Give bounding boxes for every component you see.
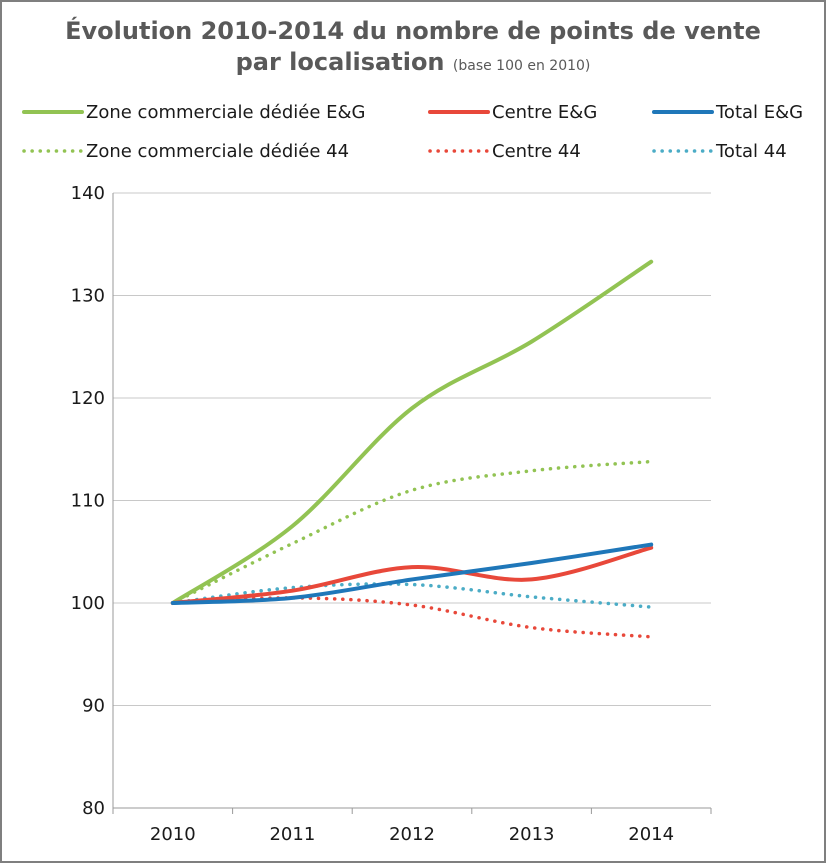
legend-label-centre-e-g: Centre E&G (492, 102, 597, 123)
x-tick-label-2011: 2011 (269, 824, 315, 845)
series-line-centre-44 (171, 596, 653, 639)
y-tick-label-100: 100 (71, 593, 105, 614)
series-line-total-44 (171, 582, 653, 609)
chart-title: Évolution 2010-2014 du nombre de points … (2, 16, 824, 82)
chart-title-line1: Évolution 2010-2014 du nombre de points … (65, 17, 761, 45)
series-line-zone-commerciale-dediee-e-g (170, 259, 654, 605)
y-tick-label-80: 80 (82, 798, 105, 819)
y-tick-label-120: 120 (71, 388, 105, 409)
y-tick-label-130: 130 (71, 286, 105, 307)
y-tick-label-140: 140 (71, 183, 105, 204)
legend-label-zone-commerciale-dediee-e-g: Zone commerciale dédiée E&G (86, 102, 365, 123)
series-line-zone-commerciale-dediee-44 (171, 459, 653, 605)
legend-label-zone-commerciale-dediee-44: Zone commerciale dédiée 44 (86, 141, 349, 162)
legend-label-total-e-g: Total E&G (715, 102, 803, 123)
y-tick-label-90: 90 (82, 696, 105, 717)
series-line-centre-e-g (170, 545, 654, 605)
y-tick-label-110: 110 (71, 491, 105, 512)
chart-title-note: (base 100 en 2010) (452, 58, 591, 74)
x-tick-label-2014: 2014 (628, 824, 674, 845)
x-tick-label-2013: 2013 (509, 824, 555, 845)
legend-label-centre-44: Centre 44 (492, 141, 581, 162)
chart-title-line2: par localisation (base 100 en 2010) (2, 47, 824, 82)
legend-label-total-44: Total 44 (715, 141, 787, 162)
x-tick-label-2012: 2012 (389, 824, 435, 845)
chart-title-line2-text: par localisation (235, 48, 445, 76)
x-tick-label-2010: 2010 (150, 824, 196, 845)
